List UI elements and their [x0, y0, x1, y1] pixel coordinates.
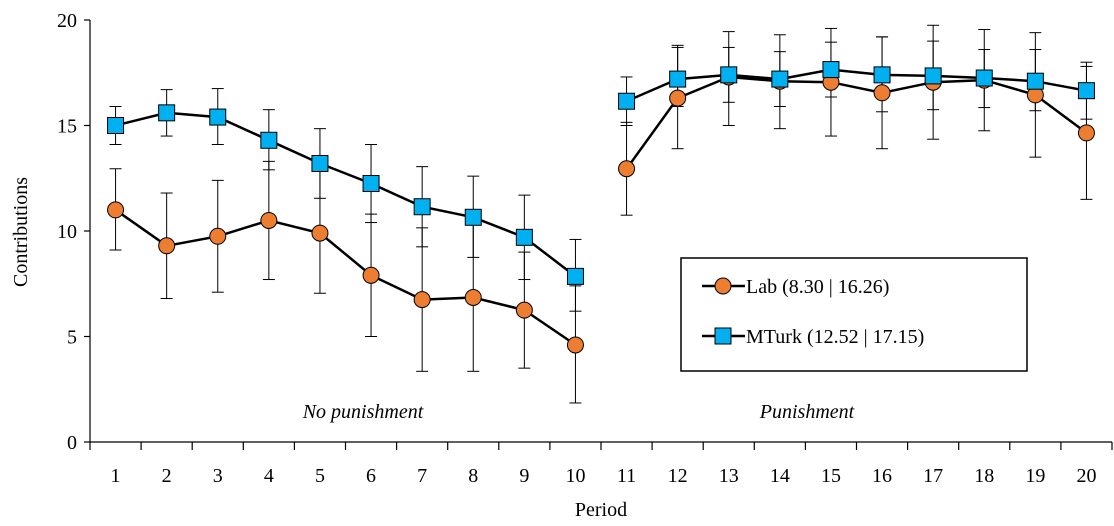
data-point-mturk: [1077, 82, 1095, 100]
data-point-lab: [158, 237, 176, 255]
x-tick-label: 9: [519, 465, 529, 487]
data-point-mturk: [413, 198, 431, 216]
data-point-mturk: [720, 66, 738, 84]
x-tick-label: 3: [213, 465, 223, 487]
y-tick-label: 0: [67, 432, 77, 454]
legend-box: [680, 257, 1028, 372]
data-point-lab: [209, 227, 227, 245]
series-line-lab: [114, 208, 577, 346]
data-point-mturk: [771, 70, 789, 88]
data-point-lab: [362, 266, 380, 284]
data-point-lab: [1077, 124, 1095, 142]
x-tick-label: 10: [565, 465, 585, 487]
legend-marker-mturk: [714, 327, 732, 345]
y-tick-label: 20: [57, 10, 77, 32]
x-tick-label: 1: [111, 465, 121, 487]
data-point-mturk: [362, 175, 380, 193]
data-point-lab: [107, 201, 125, 219]
annotation-no-punishment: No punishment: [302, 401, 424, 423]
data-point-lab: [669, 89, 687, 107]
x-tick-label: 13: [719, 465, 739, 487]
data-point-mturk: [822, 61, 840, 79]
series-line-mturk: [626, 68, 1087, 103]
x-tick-label: 18: [974, 465, 994, 487]
data-point-lab: [515, 301, 533, 319]
series-markers: [107, 61, 1095, 354]
data-point-mturk: [311, 154, 329, 172]
x-tick-label: 2: [162, 465, 172, 487]
x-tick-label: 5: [315, 465, 325, 487]
y-tick-label: 15: [57, 116, 77, 138]
x-tick-label: 6: [366, 465, 376, 487]
data-point-mturk: [107, 117, 125, 134]
x-tick-label: 14: [770, 465, 790, 487]
data-point-lab: [311, 224, 329, 242]
data-point-lab: [618, 160, 636, 178]
series-line-mturk: [115, 111, 577, 278]
series-line-lab: [625, 75, 1088, 170]
x-tick-label: 8: [468, 465, 478, 487]
x-tick-label: 17: [923, 465, 943, 487]
x-tick-label: 15: [821, 465, 841, 487]
legend-label-mturk: MTurk (12.52 | 17.15): [746, 326, 924, 348]
y-tick-label: 5: [67, 327, 77, 349]
data-point-lab: [873, 84, 891, 102]
x-tick-label: 7: [417, 465, 427, 487]
x-tick-label: 16: [872, 465, 892, 487]
data-point-mturk: [618, 92, 636, 110]
legend-label-lab: Lab (8.30 | 16.26): [746, 276, 889, 298]
annotation-punishment: Punishment: [759, 401, 855, 423]
data-point-mturk: [158, 104, 176, 122]
data-point-mturk: [924, 67, 942, 85]
y-axis-title: Contributions: [10, 177, 32, 287]
x-tick-label: 19: [1025, 465, 1045, 487]
data-point-mturk: [975, 69, 993, 87]
x-tick-label: 11: [617, 465, 636, 487]
data-point-lab: [413, 291, 431, 309]
data-point-lab: [566, 336, 584, 354]
y-tick-label: 10: [57, 221, 77, 243]
data-point-mturk: [260, 131, 278, 149]
data-point-mturk: [669, 70, 687, 88]
series-lines: [114, 68, 1088, 346]
legend-marker-lab: [714, 277, 732, 295]
data-point-mturk: [873, 66, 891, 84]
data-point-mturk: [464, 208, 482, 226]
data-point-mturk: [209, 108, 227, 126]
x-tick-label: 12: [668, 465, 688, 487]
legend: Lab (8.30 | 16.26) MTurk (12.52 | 17.15): [680, 257, 1028, 372]
data-point-mturk: [515, 228, 533, 246]
data-point-mturk: [566, 267, 584, 285]
data-point-mturk: [1026, 72, 1044, 90]
data-point-lab: [464, 288, 482, 306]
x-tick-label: 4: [264, 465, 274, 487]
data-point-lab: [260, 211, 278, 229]
x-axis-title: Period: [575, 499, 627, 521]
x-tick-label: 20: [1076, 465, 1096, 487]
